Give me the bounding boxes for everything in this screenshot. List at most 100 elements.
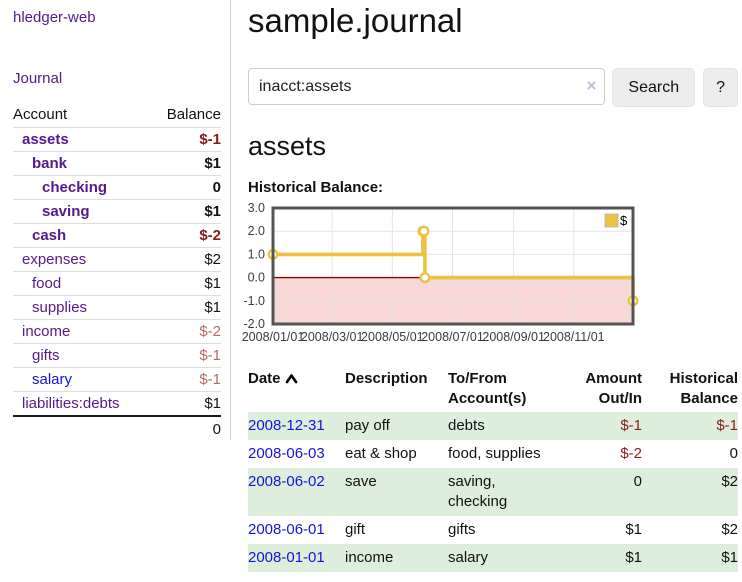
svg-text:2008/09/01: 2008/09/01 [482,330,545,344]
register-row: 2008-01-01 income salary $1 $1 [248,544,738,572]
transaction-accounts: saving, checking [448,473,508,510]
transaction-balance: $1 [721,549,738,566]
svg-text:$: $ [620,213,628,228]
svg-text:0.0: 0.0 [248,271,265,285]
account-link[interactable]: salary [32,371,73,388]
brand-link[interactable]: hledger-web [13,9,96,26]
account-link[interactable]: food [32,275,62,292]
account-balance: $-2 [153,319,221,344]
account-link[interactable]: bank [32,155,68,172]
transaction-balance: 0 [729,445,738,462]
account-row: assets $-1 [13,127,221,152]
account-heading: assets [248,131,327,161]
account-row: salary $-1 [13,367,221,392]
chart-canvas[interactable]: 3.0 2.0 1.0 0.0 -1.0 -2.02008/01/012008/03/01… [238,203,648,354]
account-link[interactable]: gifts [32,347,60,364]
account-link[interactable]: supplies [32,299,88,316]
account-balance: $-2 [153,223,221,248]
accounts-header-row: Account Balance [13,102,221,128]
transaction-date-link[interactable]: 2008-12-31 [248,417,325,434]
svg-text:2.0: 2.0 [248,224,265,238]
transaction-amount: $-2 [620,445,642,462]
svg-text:-1.0: -1.0 [243,294,265,308]
chart-title: Historical Balance: [248,179,384,196]
accounts-header-account: Account [13,106,68,123]
account-link[interactable]: expenses [22,251,87,268]
transaction-amount: $1 [625,549,642,566]
clear-search-icon[interactable]: × [586,76,597,95]
account-balance: $1 [153,199,221,224]
account-row: expenses $2 [13,247,221,272]
account-balance: 0 [153,175,221,200]
register-table: Date Description To/From Account(s) Amou… [248,366,738,572]
transaction-balance: $2 [721,521,738,538]
svg-text:2008/01/01: 2008/01/01 [242,330,305,344]
transaction-date-link[interactable]: 2008-06-03 [248,445,325,462]
account-balance: $1 [153,271,221,296]
help-button[interactable]: ? [703,68,738,107]
col-accounts: To/From Account(s) [448,370,527,407]
svg-text:2008/03/01: 2008/03/01 [301,330,364,344]
account-link[interactable]: assets [22,131,69,148]
sidebar-item-journal[interactable]: Journal [13,70,63,87]
transaction-amount: $-1 [620,417,642,434]
main-content: sample.journal × Search ? assets Histori… [242,0,738,572]
svg-text:-2.0: -2.0 [243,317,265,331]
transaction-date-link[interactable]: 2008-01-01 [248,549,325,566]
transaction-accounts: debts [448,417,485,434]
account-link[interactable]: income [22,323,71,340]
account-balance: $-1 [153,343,221,368]
register-row: 2008-12-31 pay off debts $-1 $-1 [248,412,738,440]
sidebar: hledger-web Journal Account Balance asse… [0,0,231,442]
historical-balance-chart[interactable]: 3.0 2.0 1.0 0.0 -1.0 -2.0 2008/01/01 2008/03/01… [242,203,738,354]
account-row: saving $1 [13,199,221,224]
svg-text:2008/05/01: 2008/05/01 [361,330,424,344]
transaction-description: income [345,549,394,566]
transaction-accounts: salary [448,549,489,566]
register-row: 2008-06-02 save saving, checking 0 $2 [248,468,738,516]
transaction-accounts: food, supplies [448,445,541,462]
transaction-amount: 0 [633,473,642,490]
transaction-balance: $2 [721,473,738,490]
transaction-date-link[interactable]: 2008-06-01 [248,521,325,538]
register-header-row: Date Description To/From Account(s) Amou… [248,366,738,412]
account-link[interactable]: liabilities:debts [22,395,120,412]
account-row: checking 0 [13,175,221,200]
search-input[interactable] [248,68,606,105]
account-link[interactable]: saving [42,203,90,220]
account-row: supplies $1 [13,295,221,320]
svg-text:1.0: 1.0 [248,247,265,261]
transaction-description: eat & shop [345,445,417,462]
transaction-accounts: gifts [448,521,476,538]
account-balance: $1 [153,295,221,320]
col-date[interactable]: Date [248,366,345,412]
account-link[interactable]: cash [32,227,67,244]
page-title: sample.journal [248,2,463,39]
col-description: Description [345,370,428,387]
register-row: 2008-06-03 eat & shop food, supplies $-2 0 [248,440,738,468]
transaction-date-link[interactable]: 2008-06-02 [248,473,325,490]
account-balance: $1 [153,391,221,416]
account-row: food $1 [13,271,221,296]
account-row: cash $-2 [13,223,221,248]
account-balance: $-1 [153,127,221,152]
transaction-description: save [345,473,377,490]
accounts-total-balance: 0 [153,415,221,442]
transaction-description: pay off [345,417,390,434]
account-balance: $2 [153,247,221,272]
svg-text:2008/11/01: 2008/11/01 [543,330,605,344]
account-row: income $-2 [13,319,221,344]
accounts-total-row: 0 [13,415,221,442]
chevron-up-icon [285,374,297,384]
svg-text:2008/07/01: 2008/07/01 [421,330,484,344]
transaction-description: gift [345,521,366,538]
search-button[interactable]: Search [612,68,696,107]
col-amount: Amount Out/In [585,370,642,407]
account-row: bank $1 [13,151,221,176]
search-form: × Search ? [248,68,738,107]
accounts-table: Account Balance assets $-1 bank $1 checking 0… [13,102,221,442]
account-balance: $1 [153,151,221,176]
account-link[interactable]: checking [42,179,108,196]
account-row: gifts $-1 [13,343,221,368]
svg-text:3.0: 3.0 [248,203,265,215]
